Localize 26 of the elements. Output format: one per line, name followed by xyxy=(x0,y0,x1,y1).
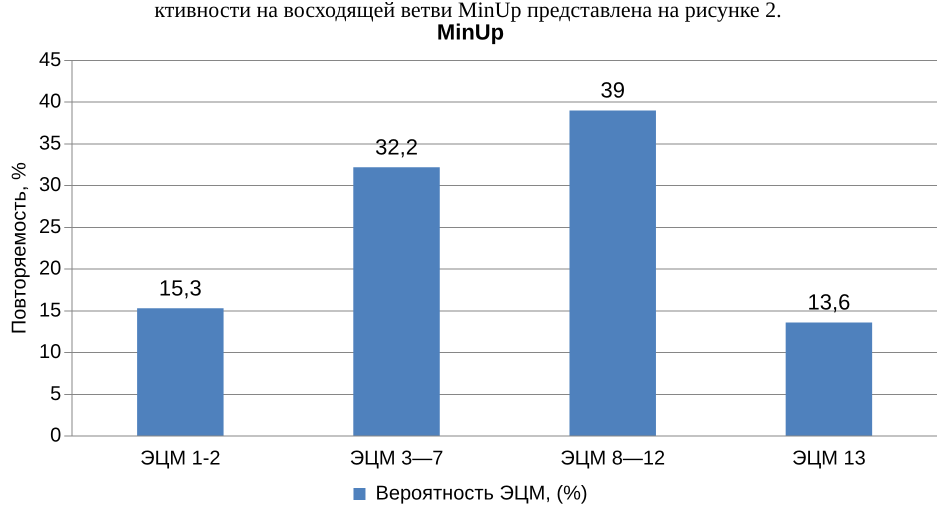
chart-title: MinUp xyxy=(436,19,504,44)
legend-label: Вероятность ЭЦМ, (%) xyxy=(375,482,588,505)
data-label: 13,6 xyxy=(807,290,850,315)
bar xyxy=(569,110,656,436)
y-tick-label: 40 xyxy=(38,90,62,113)
y-tick-label: 35 xyxy=(38,132,62,154)
y-tick-label: 15 xyxy=(38,299,62,322)
bar xyxy=(353,167,440,436)
y-tick-label: 30 xyxy=(38,174,62,196)
x-tick-label: ЭЦМ 13 xyxy=(792,448,866,470)
y-tick-label: 10 xyxy=(38,341,62,364)
y-tick-label: 25 xyxy=(38,216,62,238)
y-tick-label: 5 xyxy=(50,382,62,405)
data-label: 39 xyxy=(600,78,625,103)
bar xyxy=(786,322,872,436)
data-label: 32,2 xyxy=(375,134,418,160)
y-tick-label: 0 xyxy=(50,424,62,447)
y-tick-label: 20 xyxy=(38,258,62,280)
x-tick-label: ЭЦМ 3—7 xyxy=(350,448,444,470)
text: ктивности на восходящей ветви MinUp представлена на рисунке 2. xyxy=(154,0,782,22)
bar xyxy=(137,308,224,436)
y-tick-label: 45 xyxy=(38,48,62,71)
y-axis-title: Повторяемость, % xyxy=(8,162,31,334)
x-tick-label: ЭЦМ 8—12 xyxy=(560,448,666,470)
x-tick-label: ЭЦМ 1-2 xyxy=(140,448,220,470)
data-label: 15,3 xyxy=(158,275,202,300)
